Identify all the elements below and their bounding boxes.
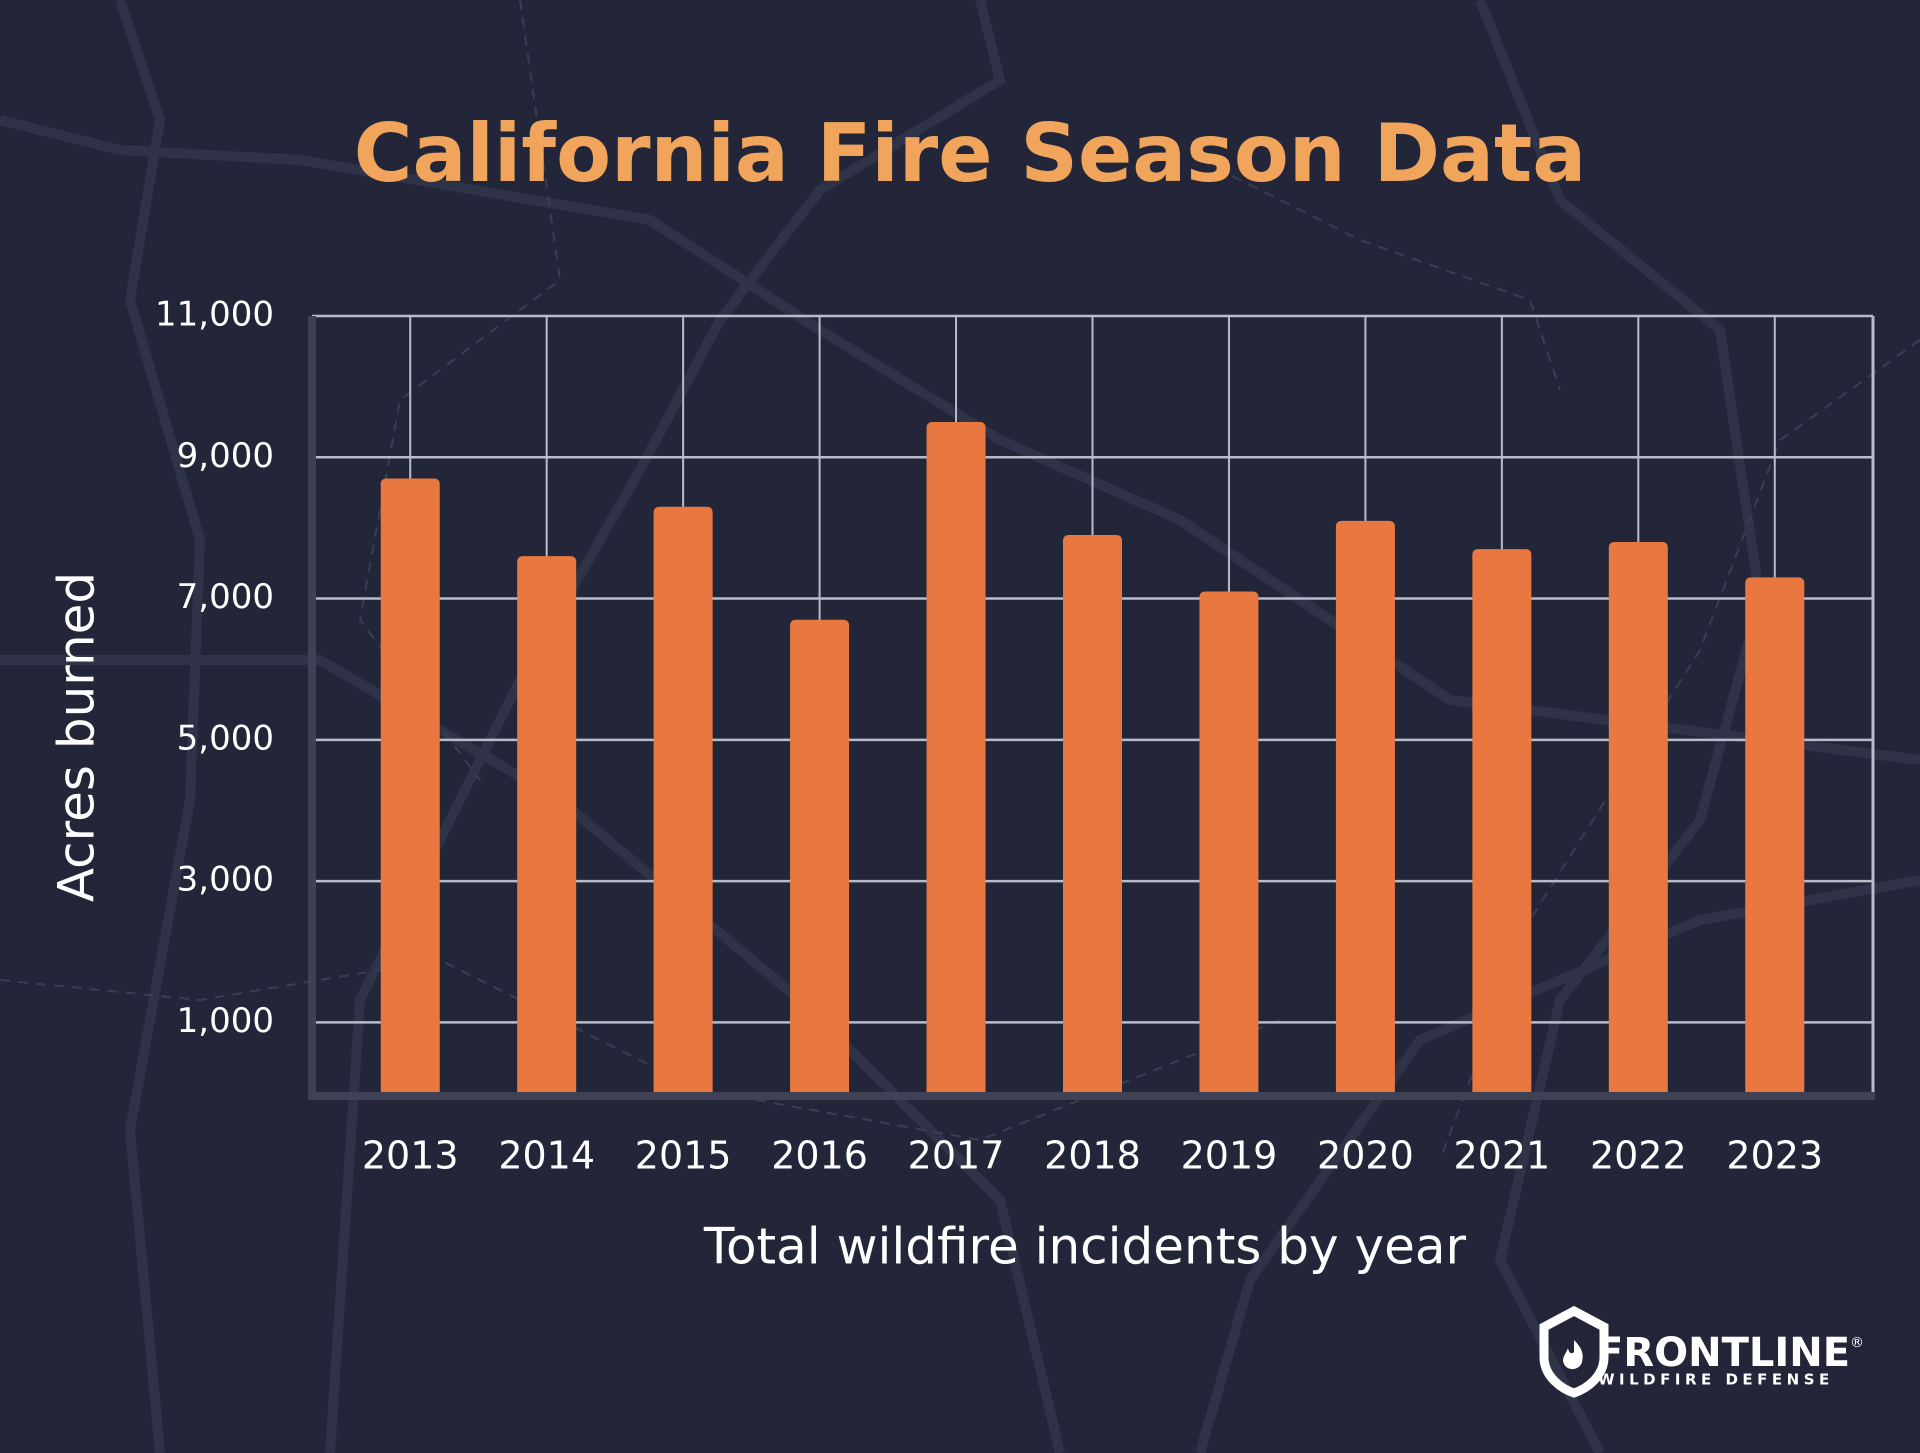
logo-shield	[1539, 1305, 1609, 1398]
x-axis-title: Total wildfire incidents by year	[703, 1218, 1467, 1276]
x-tick-label: 2022	[1590, 1134, 1687, 1178]
bar	[1745, 577, 1805, 1093]
logo-name: FRONTLINE	[1596, 1330, 1850, 1376]
logo: FRONTLINE ® WILDFIRE DEFENSE	[1539, 1305, 1864, 1398]
x-tick-label: 2014	[498, 1134, 595, 1178]
x-tick-label: 2016	[771, 1134, 868, 1178]
x-tick-label: 2013	[362, 1134, 459, 1178]
x-tick-label: 2015	[635, 1134, 732, 1178]
y-tick-label: 5,000	[177, 718, 274, 758]
x-tick-label: 2019	[1181, 1134, 1278, 1178]
logo-tagline: WILDFIRE DEFENSE	[1598, 1371, 1834, 1389]
y-tick-label: 11,000	[155, 295, 274, 335]
bar	[1063, 534, 1122, 1093]
x-tick-label: 2021	[1454, 1134, 1551, 1178]
x-tick-label: 2017	[908, 1134, 1005, 1178]
x-tick-label: 2020	[1317, 1134, 1414, 1178]
bar	[1472, 549, 1532, 1093]
bar	[1608, 542, 1668, 1093]
logo-flame	[1563, 1340, 1583, 1370]
bar	[926, 421, 986, 1093]
y-tick-label: 9,000	[177, 436, 274, 476]
bar	[1335, 520, 1395, 1093]
bar	[790, 619, 850, 1093]
logo-registered: ®	[1850, 1335, 1864, 1351]
bar	[517, 556, 577, 1093]
x-tick-label: 2018	[1044, 1134, 1141, 1178]
plot-area: 1,000 3,000 5,000 7,000 9,000 11,000 2013 2014 2…	[155, 295, 1875, 1178]
bar	[653, 506, 713, 1094]
bar	[380, 478, 440, 1093]
x-tick-label: 2023	[1726, 1134, 1823, 1178]
y-tick-label: 3,000	[177, 860, 274, 900]
y-tick-label: 1,000	[177, 1001, 274, 1041]
y-axis-title: Acres burned	[48, 572, 106, 902]
bar	[1199, 591, 1259, 1093]
y-tick-label: 7,000	[177, 577, 274, 617]
chart-title: California Fire Season Data	[354, 107, 1586, 200]
